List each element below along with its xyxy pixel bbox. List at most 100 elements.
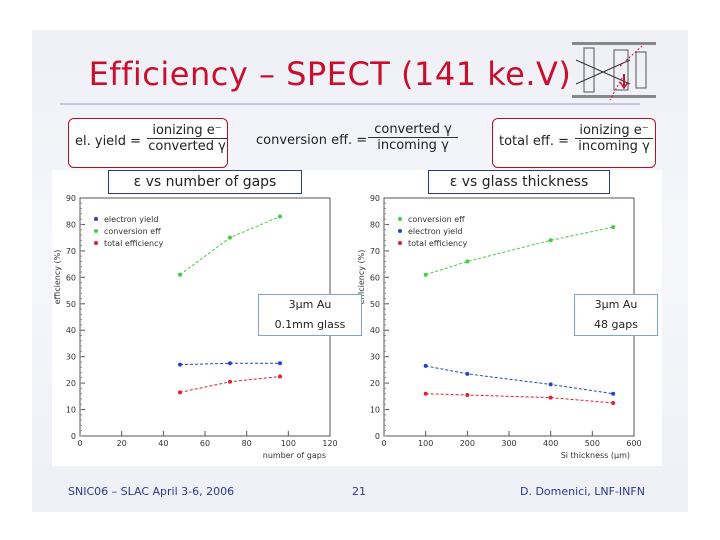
data-point [548,238,553,243]
y-tick-label: 10 [370,406,380,415]
efficiency-vs-thickness-chart: 0 10 20 30 40 50 60 70 80 90 0 100 200 300 400 500 600 ef… [357,194,642,460]
data-point [423,272,428,277]
footer-author: D. Domenici, LNF-INFN [520,485,645,498]
legend-marker [94,217,98,221]
y-tick-label: 70 [370,247,380,256]
data-point [423,391,428,396]
annotation-line: 3µm Au [594,298,638,311]
series-line-2 [425,393,614,404]
formula-lhs: conversion eff. = [256,133,368,148]
x-tick-label: 60 [200,439,210,448]
formula-denominator: converted γ [148,139,226,154]
x-tick-label: 0 [77,439,82,448]
right-chart-annotation: 3µm Au 48 gaps [574,294,658,336]
x-tick-label: 100 [418,439,433,448]
y-tick-label: 30 [370,353,380,362]
x-tick-label: 20 [117,439,127,448]
series-line-1 [425,365,614,395]
right-chart-caption: ε vs glass thickness [428,170,610,194]
footer-conference: SNIC06 – SLAC April 3-6, 2006 [68,485,235,498]
data-point [228,235,232,240]
data-point [178,362,182,367]
legend-entry: conversion eff [408,215,465,224]
data-point [465,393,470,398]
y-tick-label: 20 [66,379,76,388]
data-point [611,391,616,396]
x-axis-label: Si thickness (µm) [561,451,630,460]
y-tick-label: 50 [66,300,76,309]
legend-marker [398,229,402,233]
data-point [228,379,232,384]
y-tick-label: 40 [370,326,380,335]
y-tick-label: 60 [66,273,76,282]
series-line-1 [179,216,281,276]
data-point [548,382,553,387]
y-tick-label: 80 [370,220,380,229]
conversion-eff-formula: conversion eff. = converted γ incoming γ [250,118,462,166]
legend-marker [398,241,402,245]
y-tick-label: 20 [370,379,380,388]
total-eff-formula: total eff. = ionizing e⁻ incoming γ [492,118,656,168]
y-tick-label: 60 [370,273,380,282]
y-axis-label: efficiency (%) [53,250,62,305]
series-line-2 [179,376,281,393]
y-tick-label: 80 [66,220,76,229]
y-tick-label: 40 [66,326,76,335]
x-tick-label: 600 [626,439,641,448]
x-tick-label: 500 [585,439,600,448]
x-tick-label: 100 [281,439,296,448]
legend-marker [94,241,98,245]
x-tick-label: 400 [543,439,558,448]
x-tick-label: 80 [242,439,252,448]
formula-lhs: total eff. = [499,134,569,149]
x-axis-label: number of gaps [263,451,326,460]
formula-denominator: incoming γ [377,138,449,153]
annotation-line: 3µm Au [288,298,332,311]
legend-marker [398,217,402,221]
electron-yield-formula: el. yield = ionizing e⁻ converted γ [68,118,228,168]
footer-page-number: 21 [352,485,366,498]
y-tick-label: 90 [370,194,380,203]
left-chart-annotation: 3µm Au 0.1mm glass [258,294,362,336]
data-point [611,225,616,230]
x-tick-label: 300 [501,439,516,448]
data-point [278,361,282,366]
formula-denominator: incoming γ [578,139,650,154]
series-line-0 [425,226,614,276]
formula-numerator: ionizing e⁻ [147,123,227,139]
y-tick-label: 50 [370,300,380,309]
x-tick-label: 200 [460,439,475,448]
data-point [228,361,232,366]
formula-numerator: ionizing e⁻ [575,123,653,139]
y-tick-label: 30 [66,353,76,362]
y-tick-label: 90 [66,194,76,203]
data-point [178,272,182,277]
y-tick-label: 10 [66,406,76,415]
data-point [178,390,182,395]
data-point [278,374,282,379]
slide-title: Efficiency – SPECT (141 ke.V) [88,55,572,93]
data-point [465,371,470,376]
x-tick-label: 0 [381,439,386,448]
annotation-line: 48 gaps [594,318,638,331]
data-point [278,214,282,219]
legend-entry: total efficiency [408,239,468,248]
formula-lhs: el. yield = [75,134,142,149]
legend-entry: total efficiency [104,239,164,248]
y-tick-label: 70 [66,247,76,256]
title-divider [60,103,640,105]
legend-marker [94,229,98,233]
data-point [465,259,470,264]
y-axis-label: efficiency (%) [357,250,366,305]
x-tick-label: 40 [158,439,168,448]
legend-entry: conversion eff [104,227,161,236]
legend-entry: electron yield [408,227,462,236]
data-point [611,400,616,405]
annotation-line: 0.1mm glass [274,318,346,331]
x-tick-label: 120 [322,439,337,448]
data-point [548,395,553,400]
y-tick-label: 0 [71,432,76,441]
data-point [423,363,428,368]
legend-entry: electron yield [104,215,158,224]
y-tick-label: 0 [375,432,380,441]
